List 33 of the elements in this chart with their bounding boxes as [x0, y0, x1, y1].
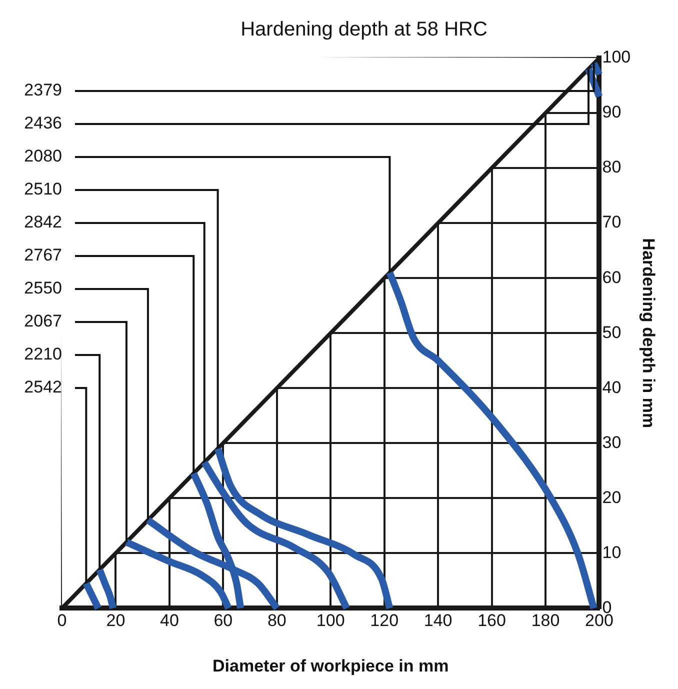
text: 2080 — [24, 146, 62, 166]
y-tick-label: 30 — [602, 432, 622, 452]
y-tick-label: 90 — [602, 102, 622, 122]
y-tick-label: 40 — [602, 378, 622, 397]
x-axis-title: Diameter of workpiece in mm — [212, 656, 449, 676]
x-tick-label: 0 — [57, 611, 67, 630]
text: 2842 — [24, 212, 62, 232]
x-tick-label: 160 — [478, 611, 506, 630]
x-tick-label: 100 — [316, 611, 345, 630]
text: 2210 — [24, 344, 62, 364]
y-tick-label: 80 — [602, 158, 622, 177]
chart-title: Hardening depth at 58 HRC — [240, 18, 488, 41]
y-tick-label: 50 — [602, 322, 622, 342]
text: 2510 — [24, 180, 62, 199]
text: 2436 — [24, 114, 62, 133]
y-tick-label: 70 — [602, 212, 622, 232]
y-tick-label: 10 — [602, 542, 622, 562]
text: 2067 — [24, 312, 62, 331]
x-tick-label: 180 — [531, 611, 560, 630]
y-axis-title: Hardening depth in mm — [639, 238, 658, 428]
x-tick-label: 60 — [214, 611, 233, 630]
text: 2379 — [24, 80, 62, 100]
x-tick-label: 80 — [267, 611, 286, 630]
y-tick-label: 20 — [602, 488, 622, 507]
x-tick-label: 40 — [160, 611, 179, 630]
y-tick-label: 100 — [602, 48, 631, 67]
x-tick-label: 120 — [370, 611, 399, 630]
x-tick-label: 20 — [106, 611, 126, 630]
text: 2767 — [24, 246, 62, 265]
text: 2550 — [24, 278, 62, 298]
text: 2542 — [24, 378, 62, 397]
x-tick-label: 140 — [424, 611, 452, 630]
y-tick-label: 60 — [602, 268, 622, 287]
